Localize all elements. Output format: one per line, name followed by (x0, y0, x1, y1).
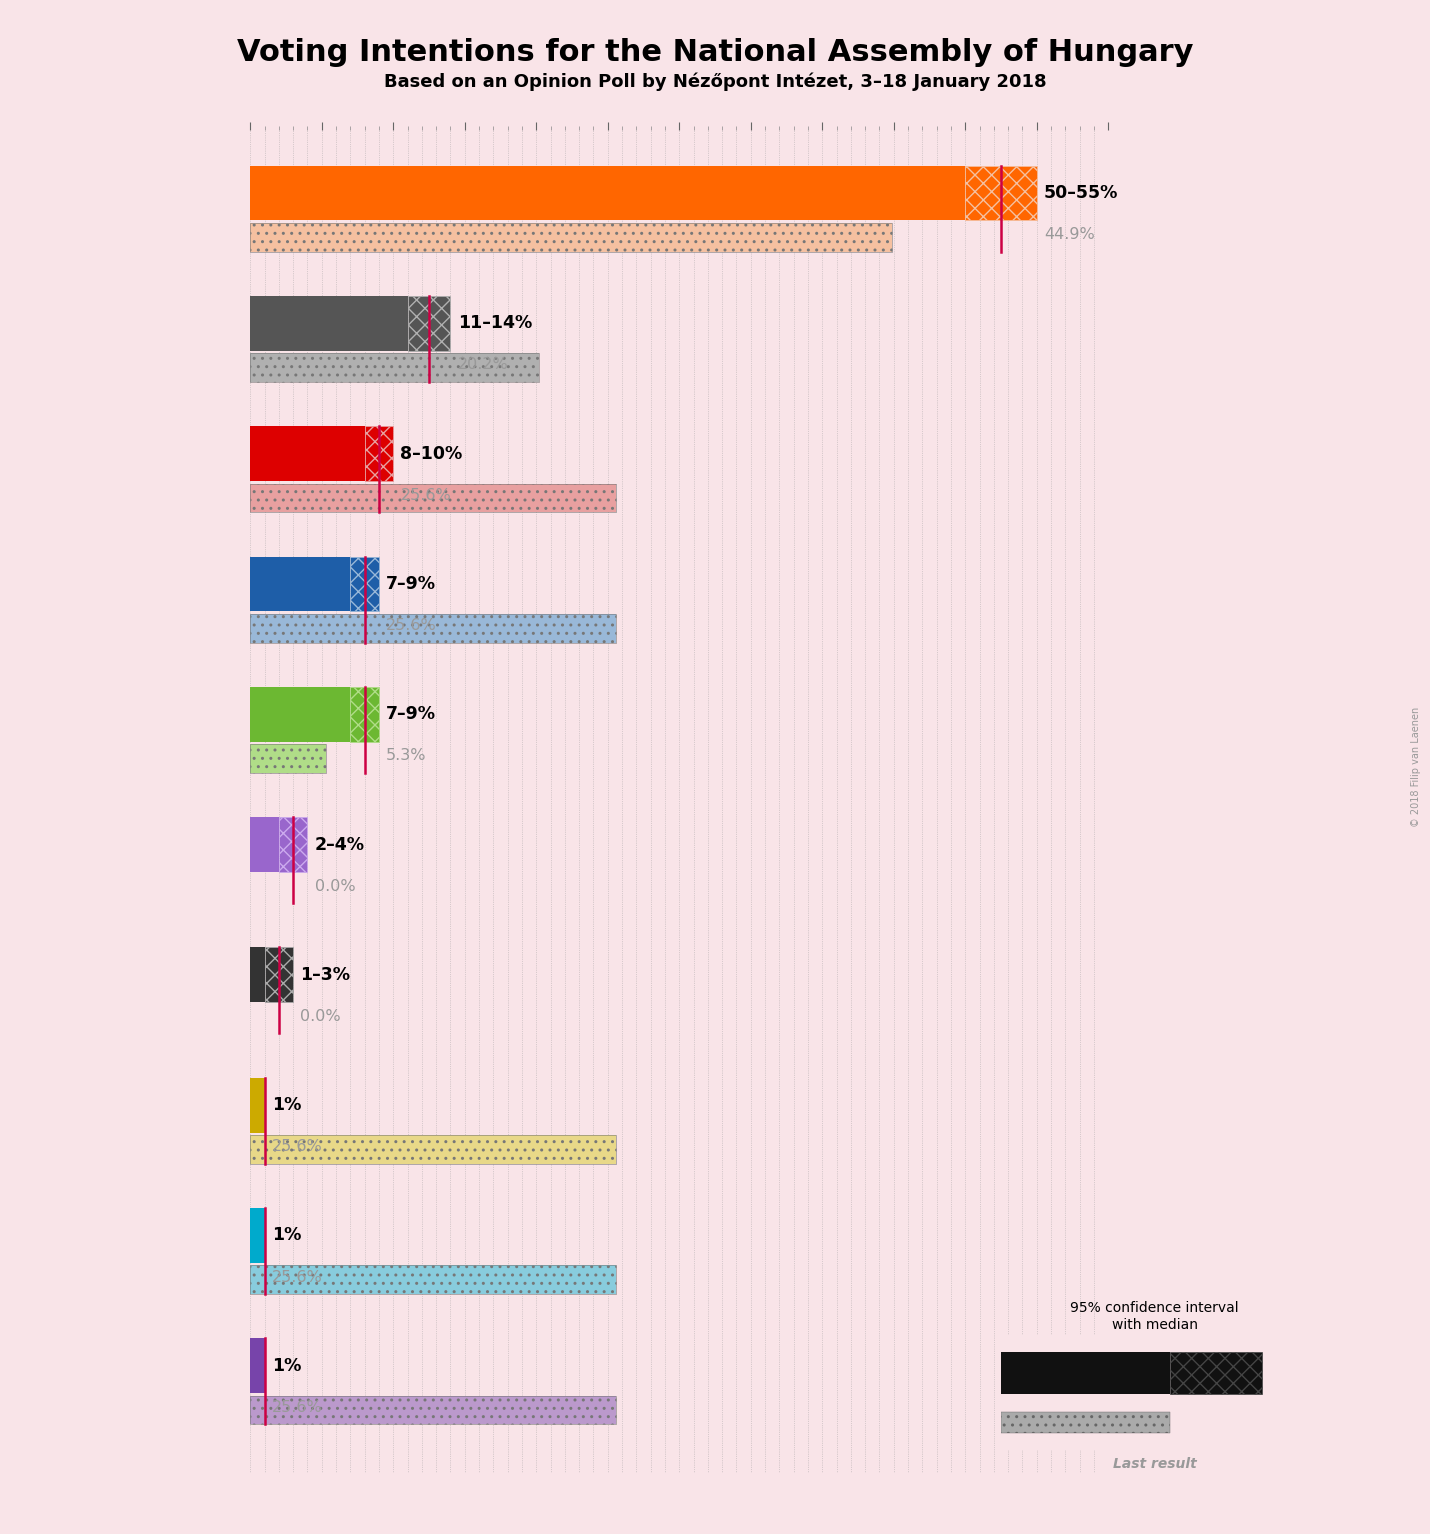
Bar (408, 296, 450, 351)
Bar (250, 483, 616, 512)
Text: 1–3%: 1–3% (300, 966, 350, 983)
Bar (250, 687, 350, 741)
Text: Based on an Opinion Poll by Nézőpont Intézet, 3–18 January 2018: Based on an Opinion Poll by Nézőpont Int… (383, 72, 1047, 91)
Text: 1%: 1% (272, 1227, 302, 1244)
Bar (250, 1266, 616, 1295)
Bar (250, 1396, 616, 1425)
Bar (250, 426, 365, 482)
Bar (1001, 1413, 1170, 1433)
Bar (250, 1338, 265, 1393)
Bar (250, 614, 616, 643)
Bar (250, 222, 892, 252)
Text: © 2018 Filip van Laenen: © 2018 Filip van Laenen (1411, 707, 1420, 827)
Text: 25.6%: 25.6% (272, 1401, 322, 1414)
Bar (250, 818, 279, 871)
Bar (965, 166, 1037, 221)
Bar (250, 483, 616, 512)
Text: 2–4%: 2–4% (315, 836, 365, 853)
Bar (250, 1078, 265, 1132)
Bar (250, 1266, 616, 1295)
Bar (250, 1209, 265, 1262)
Text: 0.0%: 0.0% (315, 879, 355, 894)
Bar (1001, 1351, 1170, 1394)
Text: 95% confidence interval
with median: 95% confidence interval with median (1071, 1301, 1238, 1332)
Text: 44.9%: 44.9% (1044, 227, 1094, 242)
Bar (1001, 1413, 1170, 1433)
Text: 7–9%: 7–9% (386, 575, 436, 592)
Text: 25.6%: 25.6% (400, 488, 450, 503)
Bar (250, 353, 539, 382)
Text: Voting Intentions for the National Assembly of Hungary: Voting Intentions for the National Assem… (237, 38, 1193, 67)
Text: 11–14%: 11–14% (458, 314, 532, 333)
Text: 25.6%: 25.6% (272, 1270, 322, 1284)
Text: 25.6%: 25.6% (272, 1140, 322, 1155)
Text: 1%: 1% (272, 1097, 302, 1114)
Text: 0.0%: 0.0% (300, 1009, 340, 1025)
Text: 20.2%: 20.2% (458, 357, 508, 373)
Bar (350, 557, 379, 611)
Bar (250, 1135, 616, 1164)
Bar (250, 614, 616, 643)
Text: Last result: Last result (1113, 1457, 1197, 1471)
Bar (250, 1396, 616, 1425)
Bar (250, 353, 539, 382)
Text: 25.6%: 25.6% (386, 618, 436, 634)
Text: 7–9%: 7–9% (386, 706, 436, 723)
Bar (250, 744, 326, 773)
Bar (1170, 1351, 1263, 1394)
Text: 8–10%: 8–10% (400, 445, 463, 463)
Bar (365, 426, 393, 482)
Bar (250, 166, 965, 221)
Bar (350, 687, 379, 741)
Bar (265, 948, 293, 1002)
Bar (279, 818, 307, 871)
Bar (250, 222, 892, 252)
Text: 50–55%: 50–55% (1044, 184, 1118, 202)
Bar (250, 557, 350, 611)
Bar (250, 744, 326, 773)
Bar (250, 296, 408, 351)
Bar (250, 1135, 616, 1164)
Text: 1%: 1% (272, 1356, 302, 1374)
Text: 5.3%: 5.3% (386, 749, 426, 764)
Bar (250, 948, 265, 1002)
